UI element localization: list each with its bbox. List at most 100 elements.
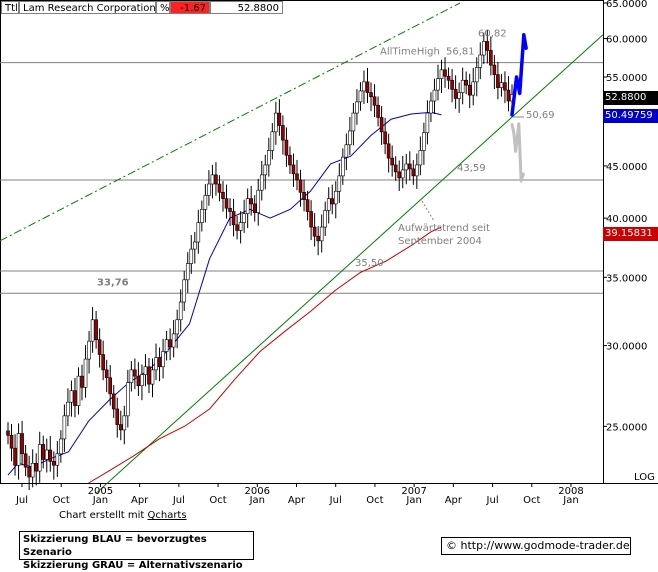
y-tick-label: 45.0000 [606,162,647,173]
candle-body [492,64,497,75]
candle-body [118,424,123,431]
candle-body [140,374,144,387]
candle-body [330,198,335,205]
candle-body [87,340,91,360]
candle-body [189,248,194,264]
candle-body [369,92,373,98]
candle-body [143,366,148,375]
annotation-label: September 2004 [398,236,482,247]
candle-body [499,82,504,88]
candle-body [249,198,253,205]
credit-tool-link[interactable]: Qcharts [147,510,187,521]
symbol-field[interactable]: Ttl [1,1,19,14]
x-tick-label: Jul [486,495,499,506]
copyright-icon: © [446,539,457,552]
candle-body [305,199,310,212]
scenario-legend: Skizzierung BLAU = bevorzugtes Szenario … [19,531,254,571]
candle-body [80,375,84,388]
url-text[interactable]: http://www.godmode-trader.de [460,539,630,552]
candle-body [228,207,232,212]
candle-body [108,377,113,395]
uptrend-line [95,34,604,494]
candle-body [161,351,165,368]
candle-body [496,74,500,88]
annotation-label: 50,69 [526,110,555,121]
source-url[interactable]: © http://www.godmode-trader.de [441,537,631,555]
candle-body [207,183,211,196]
candle-body [270,131,275,151]
candle-body [83,358,88,388]
x-tick-label: Jan [249,495,265,506]
candle-body [333,190,338,205]
candle-body [52,461,56,466]
candle-body [429,100,433,114]
candle-body [164,339,169,352]
scenarios [510,33,528,183]
candle-body [41,444,46,460]
candle-body [376,104,380,118]
candle-body [302,191,306,200]
candle-body [362,81,366,92]
candle-body [69,390,74,403]
x-year-label: 2008 [558,486,583,497]
candle-body [62,415,67,440]
candle-body [256,189,261,213]
indicator-lines [0,2,604,494]
candle-body [432,89,437,102]
candle-body [122,415,127,431]
candle-body [34,463,38,472]
y-tick-label: 30.0000 [606,342,647,353]
candle-body [298,179,303,193]
candle-body [341,156,345,177]
candle-body [284,139,289,156]
x-tick-label: Jan [562,495,578,506]
candle-body [393,164,398,173]
candle-body [115,408,120,425]
candle-body [453,88,458,99]
candle-body [422,132,426,151]
candle-body [150,369,155,385]
y-tick-label: 55.0000 [606,73,647,84]
candle-body [111,393,116,410]
candle-body [267,150,271,166]
candle-body [97,339,102,355]
scenario-blue-path [510,33,528,117]
horizontal-levels [0,0,658,487]
candle-body [182,279,187,303]
candle-body [224,198,229,209]
candle-body [400,169,405,179]
percent-label: % [156,1,170,14]
candle-body [178,301,183,321]
candle-body [348,130,352,146]
candles [6,30,514,491]
candle-body [450,79,454,90]
x-tick-label: Oct [523,495,540,506]
candle-body [37,444,42,472]
candle-body [13,447,17,466]
candle-body [147,366,151,385]
candle-body [379,117,384,133]
candle-body [242,213,246,223]
chart-credit: Chart erstellt mit Qcharts [59,510,187,521]
candle-body [59,438,63,455]
level-label: 43,59 [457,163,486,174]
candle-body [217,183,222,193]
candle-body [365,81,370,93]
candle-body [76,375,81,406]
candle-body [489,50,493,66]
candle-body [482,41,486,56]
candle-body [309,211,313,228]
candle-body [221,191,225,199]
candle-body [94,319,98,341]
last-price-tag: 52.8800 [603,91,658,105]
x-tick-label: Jul [172,495,185,506]
candle-body [16,433,21,466]
candle-body [467,84,472,96]
candle-body [326,198,331,211]
candle-body [478,54,483,68]
scenario-grey-path [510,122,525,183]
candle-body [235,224,239,231]
candle-body [90,319,95,342]
